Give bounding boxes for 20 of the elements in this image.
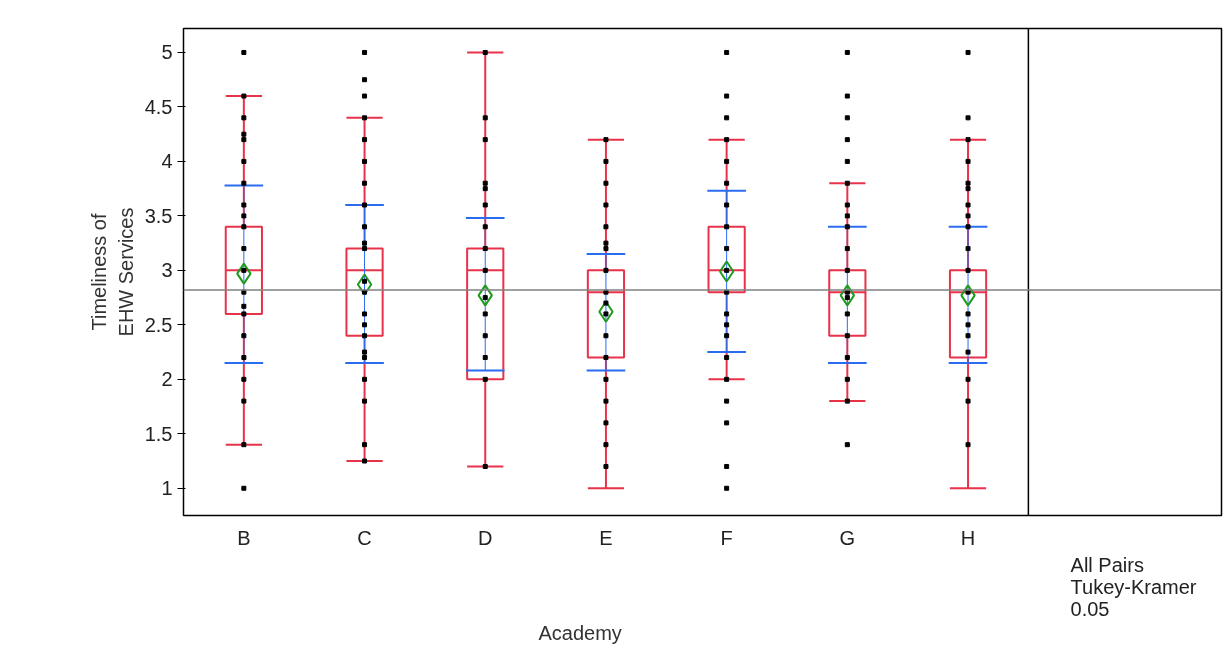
point [718,260,735,283]
y-tick-label: 4 [161,150,173,173]
x-tick-label: F [720,526,733,549]
text: All Pairs Tukey-Kramer 0.05 [1070,553,1197,620]
y-tick-label: 3.5 [144,204,173,227]
x-tick-label: B [237,526,251,549]
y-tick-label: 2.5 [144,313,173,336]
x-tick-label: C [357,526,372,549]
y-tick-label: 1.5 [144,422,173,445]
y-axis-title: Timeliness of EHW Services [88,207,137,337]
y-tick-label: 4.5 [144,95,173,118]
y-tick-label: 3 [161,259,173,282]
y-tick-label: 2 [161,368,173,391]
x-axis-title: Academy [538,621,622,644]
y-tick-label: 1 [161,477,173,500]
x-tick-label: G [839,526,856,549]
y-tick-label: 5 [161,41,173,64]
x-tick-label: D [478,526,493,549]
x-tick-label: E [599,526,613,549]
x-tick-label: H [960,526,976,549]
